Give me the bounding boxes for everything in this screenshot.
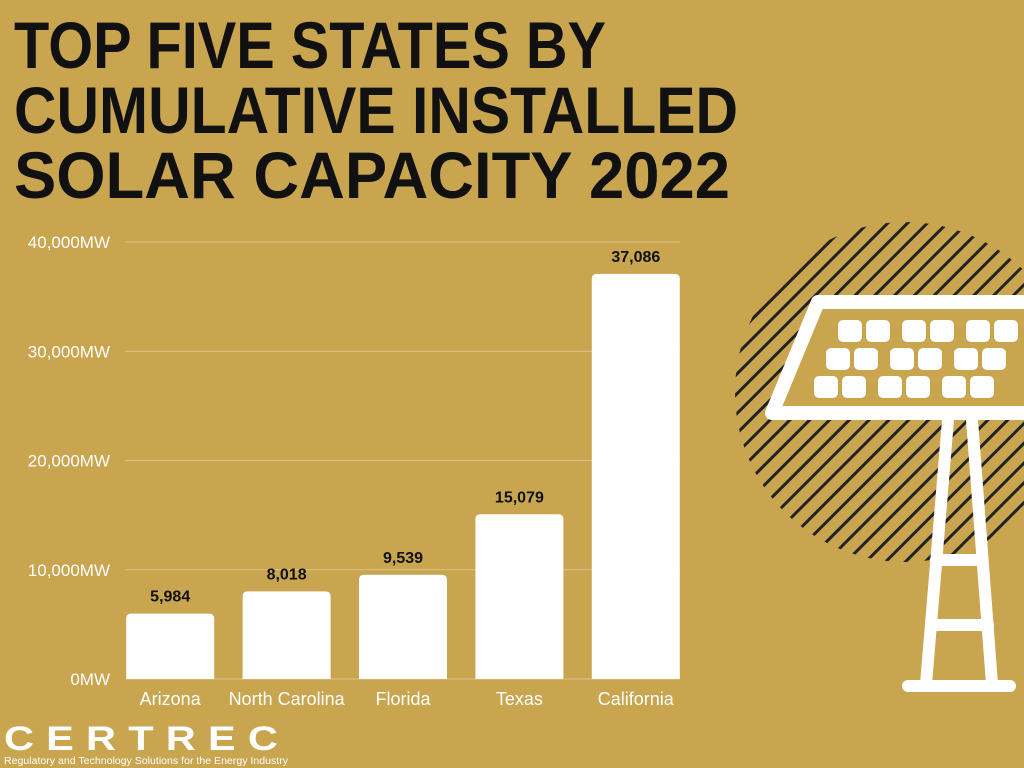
y-tick-label: 40,000MW	[28, 233, 110, 252]
panel-cell	[942, 376, 966, 398]
panel-cell	[826, 348, 850, 370]
value-label: 9,539	[383, 550, 423, 567]
panel-cell	[982, 348, 1006, 370]
bar	[591, 273, 680, 679]
solar-illustration	[735, 222, 1024, 692]
value-label: 8,018	[267, 566, 307, 583]
value-label: 37,086	[611, 249, 660, 266]
title-line: TOP FIVE STATES BY	[14, 8, 606, 82]
x-tick-label: Florida	[375, 689, 431, 709]
y-tick-label: 0MW	[70, 670, 110, 689]
logo-tagline: Regulatory and Technology Solutions for …	[4, 756, 288, 767]
value-label: 15,079	[495, 489, 544, 506]
panel-cell	[842, 376, 866, 398]
panel-cell	[994, 320, 1018, 342]
panel-cell	[838, 320, 862, 342]
panel-cell	[918, 348, 942, 370]
bar	[475, 514, 564, 679]
x-tick-label: Arizona	[140, 689, 202, 709]
y-tick-label: 10,000MW	[28, 561, 110, 580]
panel-cell	[854, 348, 878, 370]
panel-cell	[906, 376, 930, 398]
panel-cells	[814, 320, 1018, 398]
x-tick-label: California	[598, 689, 675, 709]
logo-name: CERTREC	[4, 720, 290, 758]
x-tick-label: Texas	[496, 689, 543, 709]
panel-cell	[966, 320, 990, 342]
title-line: SOLAR CAPACITY 2022	[14, 138, 730, 212]
panel-cell	[866, 320, 890, 342]
y-tick-label: 30,000MW	[28, 342, 110, 361]
panel-cell	[930, 320, 954, 342]
panel-stand	[902, 414, 1016, 692]
x-tick-label: North Carolina	[229, 689, 346, 709]
panel-cell	[878, 376, 902, 398]
y-tick-label: 20,000MW	[28, 452, 110, 471]
panel-cell	[970, 376, 994, 398]
title-line: CUMULATIVE INSTALLED	[14, 73, 738, 147]
bar	[126, 613, 215, 679]
panel-cell	[890, 348, 914, 370]
panel-cell	[954, 348, 978, 370]
value-label: 5,984	[150, 589, 190, 606]
bar	[242, 591, 331, 679]
bar	[359, 574, 447, 679]
panel-cell	[902, 320, 926, 342]
panel-cell	[814, 376, 838, 398]
